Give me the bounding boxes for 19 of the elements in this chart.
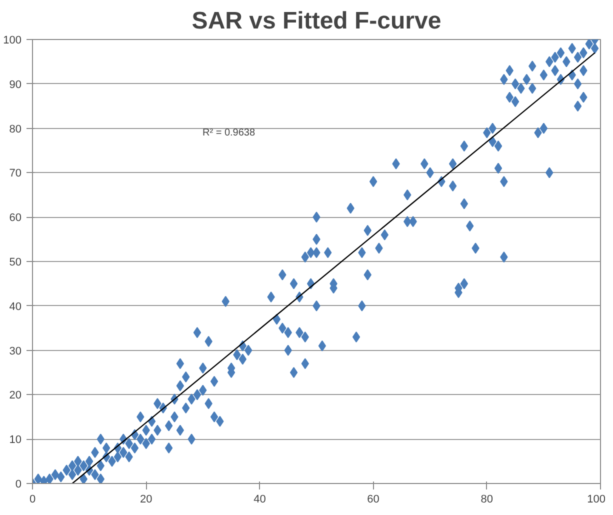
- y-tick-label: 30: [9, 345, 22, 358]
- y-tick-label: 60: [9, 212, 22, 224]
- y-tick-label: 0: [15, 478, 22, 490]
- x-tick-label: 0: [29, 494, 36, 506]
- y-tick-label: 50: [9, 256, 22, 268]
- x-tick-label: 60: [367, 494, 380, 506]
- y-tick-label: 70: [9, 168, 22, 180]
- y-tick-label: 20: [9, 390, 22, 402]
- x-tick-label: 20: [140, 494, 152, 506]
- x-tick-label: 40: [254, 494, 266, 506]
- annotation: R² = 0.9638: [202, 128, 256, 138]
- x-tick-label: 100: [587, 494, 606, 506]
- y-tick-label: 90: [9, 78, 22, 91]
- y-tick-label: 80: [9, 123, 22, 136]
- y-tick-label: 40: [9, 300, 22, 313]
- y-tick-label: 100: [3, 34, 22, 46]
- chart-title: SAR vs Fitted F-curve: [192, 8, 442, 34]
- x-tick-label: 80: [480, 494, 494, 506]
- y-tick-label: 10: [9, 434, 22, 446]
